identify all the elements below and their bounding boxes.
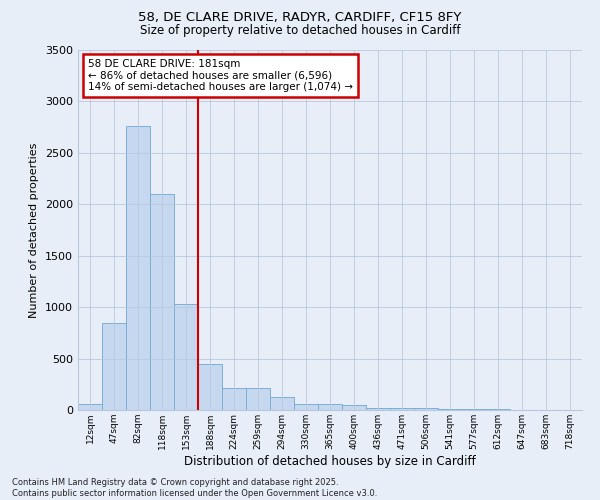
- Bar: [246, 388, 270, 410]
- Bar: [102, 322, 126, 410]
- Bar: [414, 408, 438, 410]
- Bar: [150, 194, 174, 410]
- Bar: [366, 408, 390, 410]
- Bar: [126, 126, 150, 410]
- Bar: [222, 388, 246, 410]
- X-axis label: Distribution of detached houses by size in Cardiff: Distribution of detached houses by size …: [184, 454, 476, 468]
- Y-axis label: Number of detached properties: Number of detached properties: [29, 142, 40, 318]
- Text: 58, DE CLARE DRIVE, RADYR, CARDIFF, CF15 8FY: 58, DE CLARE DRIVE, RADYR, CARDIFF, CF15…: [139, 12, 461, 24]
- Bar: [318, 404, 342, 410]
- Bar: [198, 364, 222, 410]
- Bar: [270, 396, 294, 410]
- Text: Size of property relative to detached houses in Cardiff: Size of property relative to detached ho…: [140, 24, 460, 37]
- Bar: [78, 404, 102, 410]
- Bar: [294, 404, 318, 410]
- Text: 58 DE CLARE DRIVE: 181sqm
← 86% of detached houses are smaller (6,596)
14% of se: 58 DE CLARE DRIVE: 181sqm ← 86% of detac…: [88, 59, 353, 92]
- Text: Contains HM Land Registry data © Crown copyright and database right 2025.
Contai: Contains HM Land Registry data © Crown c…: [12, 478, 377, 498]
- Bar: [390, 408, 414, 410]
- Bar: [342, 406, 366, 410]
- Bar: [174, 304, 198, 410]
